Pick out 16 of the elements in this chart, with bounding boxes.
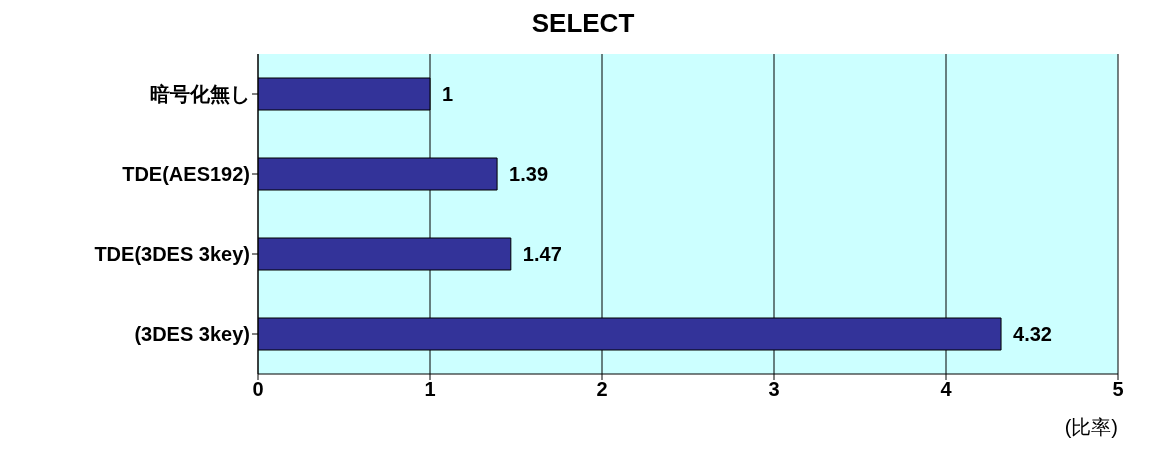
y-tick-label: TDE(3DES 3key) bbox=[94, 243, 250, 266]
data-label: 4.32 bbox=[1013, 323, 1052, 346]
x-tick-label: 1 bbox=[424, 378, 436, 401]
data-label: 1.39 bbox=[509, 163, 549, 186]
x-tick-label: 5 bbox=[1112, 378, 1124, 401]
y-tick-label: TDE(AES192) bbox=[122, 163, 250, 186]
chart-title: SELECT bbox=[530, 8, 636, 40]
y-tick-label: (3DES 3key) bbox=[134, 323, 250, 346]
x-tick-label: 3 bbox=[768, 378, 780, 401]
data-label: 1.47 bbox=[522, 243, 562, 266]
y-tick-label: 暗号化無し bbox=[150, 83, 250, 106]
x-tick-label: 0 bbox=[252, 378, 264, 401]
data-label: 1 bbox=[442, 83, 454, 106]
x-axis-title: (比率) bbox=[1064, 416, 1118, 438]
x-tick-label: 4 bbox=[940, 378, 953, 401]
x-tick-label: 2 bbox=[596, 378, 608, 401]
